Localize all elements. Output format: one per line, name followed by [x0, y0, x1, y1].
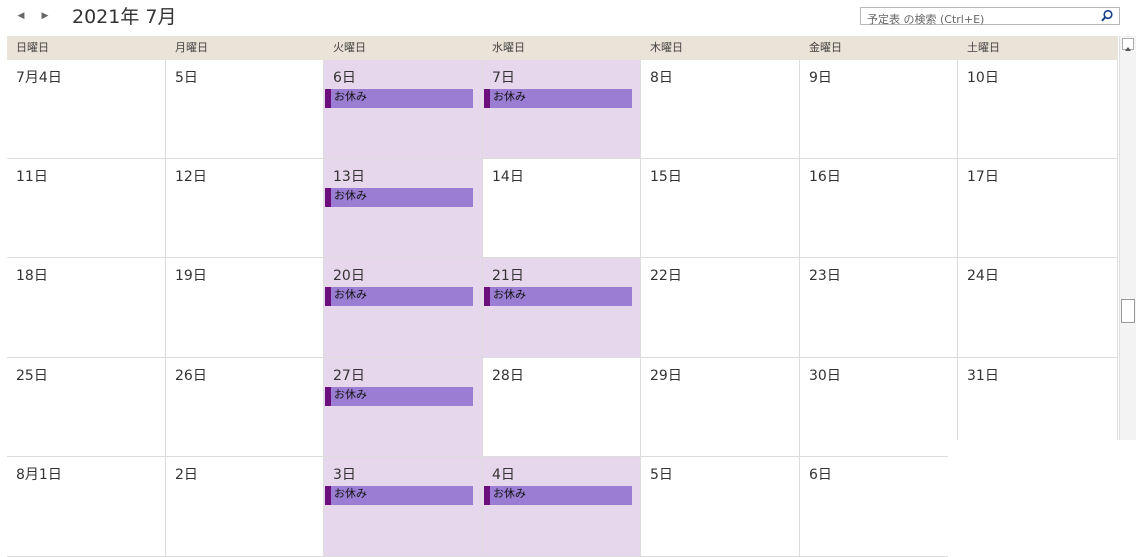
day-cell[interactable]: 26日 [166, 358, 324, 457]
day-number: 5日 [650, 467, 673, 483]
day-number: 6日 [809, 467, 832, 483]
weekday-label: 月曜日 [175, 41, 208, 54]
day-number: 9日 [809, 70, 832, 86]
day-cell[interactable]: 19日 [166, 258, 324, 358]
weekday-label: 土曜日 [967, 41, 1000, 54]
day-cell[interactable]: 12日 [166, 159, 324, 258]
day-number: 12日 [175, 169, 207, 185]
event-item[interactable]: お休み [325, 287, 473, 306]
day-number: 24日 [967, 268, 999, 284]
day-cell[interactable]: 23日 [800, 258, 958, 358]
day-number: 6日 [333, 70, 356, 86]
event-item[interactable]: お休み [484, 89, 632, 108]
day-number: 15日 [650, 169, 682, 185]
day-cell[interactable]: 21日お休み [483, 258, 641, 358]
day-number: 7日 [492, 70, 515, 86]
day-number: 20日 [333, 268, 365, 284]
event-item[interactable]: お休み [484, 287, 632, 306]
search-input[interactable] [861, 11, 1097, 28]
day-cell[interactable]: 13日お休み [324, 159, 483, 258]
day-cell[interactable]: 2日 [166, 457, 324, 557]
day-cell[interactable]: 14日 [483, 159, 641, 258]
day-cell[interactable]: 10日 [958, 60, 1118, 159]
day-cell[interactable]: 4日お休み [483, 457, 641, 557]
day-cell[interactable]: 28日 [483, 358, 641, 457]
event-item[interactable]: お休み [484, 486, 632, 505]
day-cell[interactable]: 5日 [641, 457, 800, 557]
day-cell[interactable]: 9日 [800, 60, 958, 159]
day-number: 16日 [809, 169, 841, 185]
weekday-label: 水曜日 [492, 41, 525, 54]
day-number: 23日 [809, 268, 841, 284]
day-number: 30日 [809, 368, 841, 384]
weekday-label: 木曜日 [650, 41, 683, 54]
event-item[interactable]: お休み [325, 387, 473, 406]
day-cell[interactable]: 11日 [7, 159, 166, 258]
day-cell[interactable]: 17日 [958, 159, 1118, 258]
day-number: 11日 [16, 169, 48, 185]
day-cell[interactable]: 18日 [7, 258, 166, 358]
day-number: 14日 [492, 169, 524, 185]
day-number: 22日 [650, 268, 682, 284]
weekday-label: 火曜日 [333, 41, 366, 54]
day-cell[interactable]: 5日 [166, 60, 324, 159]
day-number: 31日 [967, 368, 999, 384]
event-item[interactable]: お休み [325, 486, 473, 505]
scrollbar-thumb[interactable] [1121, 299, 1135, 323]
search-icon[interactable] [1100, 8, 1114, 24]
day-number: 3日 [333, 467, 356, 483]
day-cell[interactable]: 22日 [641, 258, 800, 358]
day-cell[interactable]: 30日 [800, 358, 958, 457]
day-cell[interactable]: 6日 [800, 457, 958, 557]
day-cell[interactable]: 20日お休み [324, 258, 483, 358]
day-number: 25日 [16, 368, 48, 384]
day-number: 18日 [16, 268, 48, 284]
day-cell[interactable]: 15日 [641, 159, 800, 258]
day-number: 27日 [333, 368, 365, 384]
day-cell[interactable]: 3日お休み [324, 457, 483, 557]
calendar-toolbar: ◀ ▶ 2021年 7月 [0, 0, 1136, 34]
event-item[interactable]: お休み [325, 89, 473, 108]
day-cell[interactable]: 16日 [800, 159, 958, 258]
calendar-search[interactable] [860, 7, 1120, 28]
blank-area [948, 440, 1136, 557]
day-cell[interactable]: 6日お休み [324, 60, 483, 159]
day-number: 19日 [175, 268, 207, 284]
day-cell[interactable]: 29日 [641, 358, 800, 457]
day-number: 17日 [967, 169, 999, 185]
weekday-header-row: 日曜日 月曜日 火曜日 水曜日 木曜日 金曜日 土曜日 [7, 36, 1118, 60]
day-number: 8月1日 [16, 467, 62, 483]
weekday-label: 金曜日 [809, 41, 842, 54]
weekday-label: 日曜日 [16, 41, 49, 54]
day-number: 2日 [175, 467, 198, 483]
day-cell[interactable]: 27日お休み [324, 358, 483, 457]
day-cell[interactable]: 25日 [7, 358, 166, 457]
chevron-left-icon[interactable]: ◀ [17, 11, 25, 21]
day-number: 29日 [650, 368, 682, 384]
day-number: 10日 [967, 70, 999, 86]
day-cell[interactable]: 8日 [641, 60, 800, 159]
chevron-right-icon[interactable]: ▶ [41, 11, 49, 21]
day-number: 28日 [492, 368, 524, 384]
day-cell[interactable]: 7月4日 [7, 60, 166, 159]
day-number: 8日 [650, 70, 673, 86]
day-number: 4日 [492, 467, 515, 483]
month-title: 2021年 7月 [72, 6, 177, 28]
day-number: 26日 [175, 368, 207, 384]
event-item[interactable]: お休み [325, 188, 473, 207]
scroll-up-button[interactable] [1122, 38, 1134, 51]
vertical-scrollbar[interactable] [1119, 36, 1136, 440]
day-number: 21日 [492, 268, 524, 284]
day-cell[interactable]: 8月1日 [7, 457, 166, 557]
day-cell[interactable]: 24日 [958, 258, 1118, 358]
day-number: 13日 [333, 169, 365, 185]
day-number: 7月4日 [16, 70, 62, 86]
day-number: 5日 [175, 70, 198, 86]
month-grid: 7月4日 5日 6日 お休み 7日 お休み 8日 9日 10日 11日 12日 13日 お休み 14日 15… [7, 60, 1118, 557]
day-cell[interactable]: 7日お休み [483, 60, 641, 159]
